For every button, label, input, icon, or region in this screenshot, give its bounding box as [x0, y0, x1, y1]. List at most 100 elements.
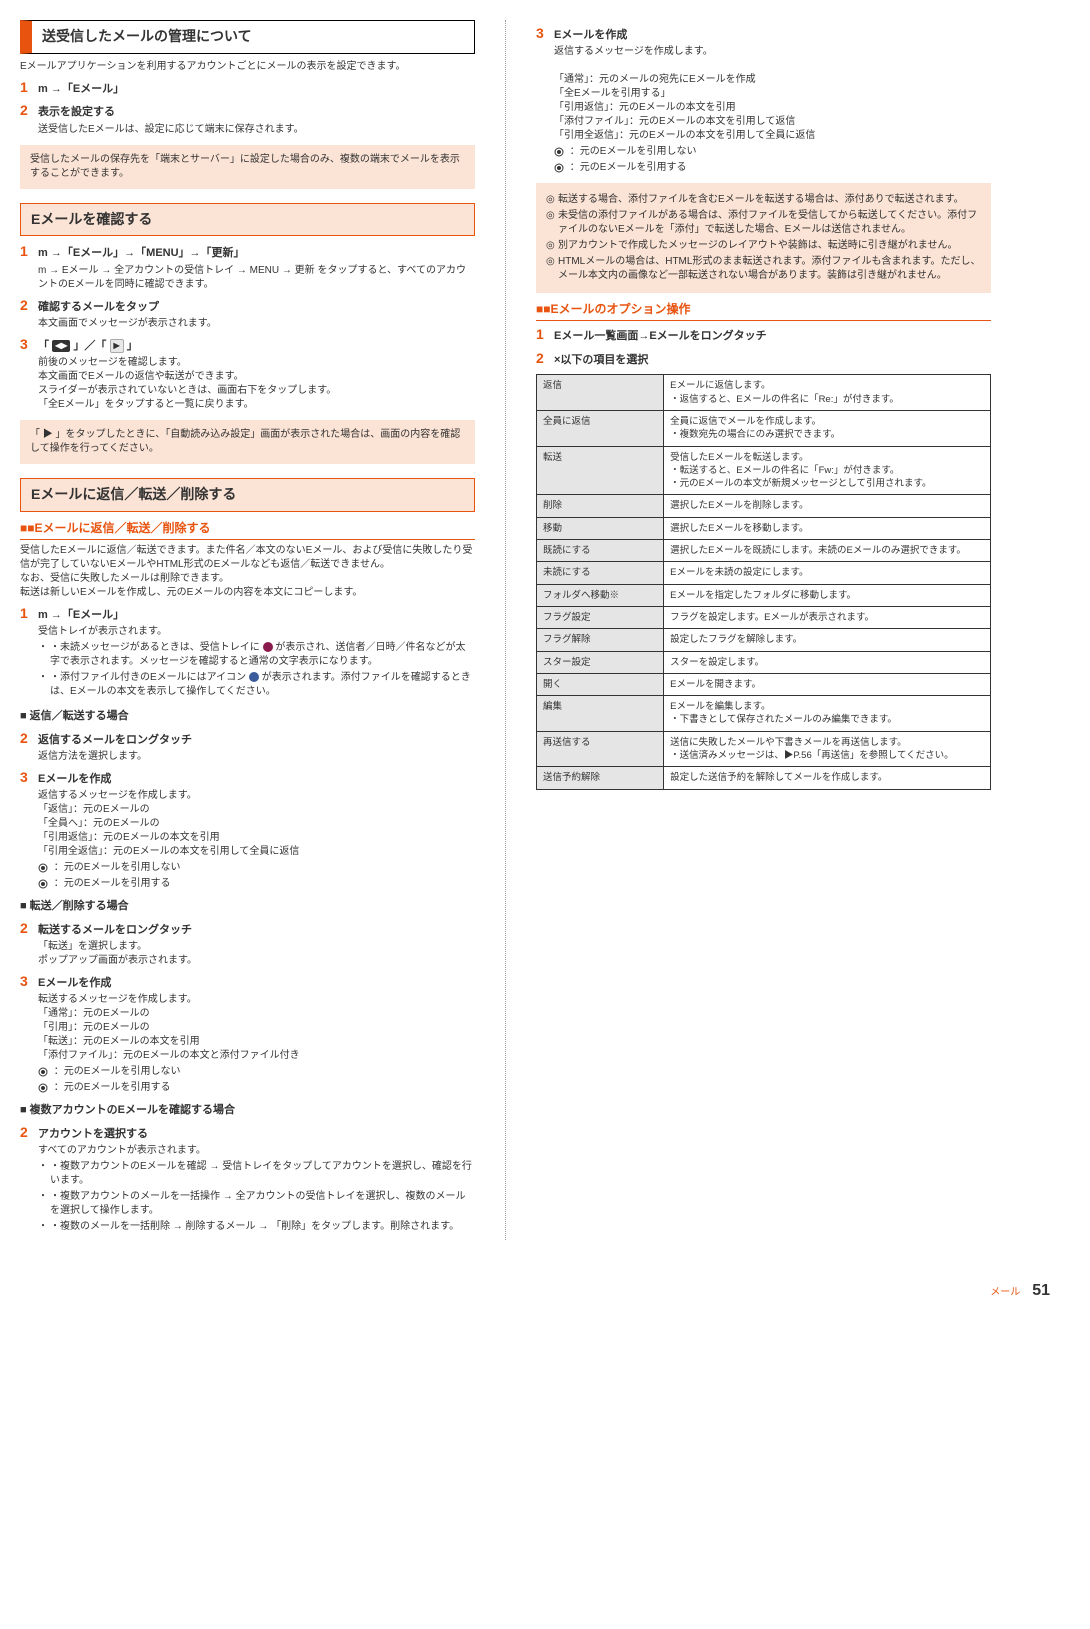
option-label: 削除: [537, 495, 664, 517]
option-label: 全員に返信: [537, 410, 664, 446]
step-fwd-3: 3 Eメールを作成 転送するメッセージを作成します。 「通常」：元のEメールの …: [20, 972, 475, 1095]
bullet: ・ ・未読メッセージがあるときは、受信トレイに が表示され、送信者／日時／件名な…: [38, 641, 475, 669]
radio-label: ：元のEメールを引用する: [54, 878, 171, 889]
step-desc: すべてのアカウントが表示されます。: [38, 1144, 475, 1158]
step-title: 表示を設定する: [38, 105, 475, 120]
section-header-1: 送受信したメールの管理について: [20, 20, 475, 54]
option-label: 返信: [537, 375, 664, 411]
option-desc: 設定したフラグを解除します。: [664, 629, 991, 651]
table-row: 開くEメールを開きます。: [537, 673, 991, 695]
step-desc: 返信するメッセージを作成します。 「通常」：元のメールの宛先にEメールを作成 「…: [554, 45, 991, 143]
table-row: フラグ設定フラグを設定します。Eメールが表示されます。: [537, 606, 991, 628]
step-number: 3: [20, 972, 38, 992]
table-row: 全員に返信全員に返信でメールを作成します。 ・複数宛先の場合にのみ選択できます。: [537, 410, 991, 446]
step-number: 1: [20, 242, 38, 262]
step-title: ×以下の項目を選択: [554, 353, 991, 368]
txt: HTMLメールの場合は、HTML形式のまま転送されます。添付ファイルも含まれます…: [558, 255, 981, 283]
txt: 」／「: [73, 340, 106, 352]
page-number: 51: [1032, 1280, 1050, 1302]
option-desc: 受信したEメールを転送します。 ・転送すると、Eメールの件名に「Fw:」が付きま…: [664, 446, 991, 495]
step-number: 1: [536, 325, 554, 345]
option-label: 開く: [537, 673, 664, 695]
radio-option: ：元のEメールを引用する: [554, 161, 991, 175]
table-row: 未読にするEメールを未読の設定にします。: [537, 562, 991, 584]
option-label: 未読にする: [537, 562, 664, 584]
option-desc: Eメールを編集します。 ・下書きとして保存されたメールのみ編集できます。: [664, 696, 991, 732]
h3-body: 受信したEメールに返信／転送できます。また件名／本文のないEメール、および受信に…: [20, 544, 475, 600]
step-number: 2: [20, 919, 38, 939]
bullet: ・ ・添付ファイル付きのEメールにはアイコン が表示されます。添付ファイルを確認…: [38, 671, 475, 699]
option-desc: 選択したEメールを削除します。: [664, 495, 991, 517]
step-2-3: 3 「 ◀▶ 」／「 ▶ 」 前後のメッセージを確認します。 本文画面でEメール…: [20, 335, 475, 412]
option-label: 編集: [537, 696, 664, 732]
subheader-forward: 転送／削除する場合: [20, 899, 475, 914]
radio-icon: [38, 879, 48, 889]
table-row: 移動選択したEメールを移動します。: [537, 517, 991, 539]
radio-icon: [38, 1083, 48, 1093]
option-desc: 選択したEメールを既読にします。未読のEメールのみ選択できます。: [664, 540, 991, 562]
step-multi-2: 2 アカウントを選択する すべてのアカウントが表示されます。 ・・複数アカウント…: [20, 1123, 475, 1236]
radio-label: ：元のEメールを引用しない: [54, 862, 181, 873]
callout-line: ◎転送する場合、添付ファイルを含むEメールを転送する場合は、添付ありで転送されま…: [546, 193, 981, 207]
step-desc: 前後のメッセージを確認します。 本文画面でEメールの返信や転送ができます。 スラ…: [38, 356, 475, 412]
step-title: 転送するメールをロングタッチ: [38, 923, 475, 938]
step-title: 返信するメールをロングタッチ: [38, 733, 475, 748]
prev-next-icon: ◀▶: [52, 340, 70, 351]
radio-option: ：元のEメールを引用しない: [38, 1065, 475, 1079]
option-desc: Eメールを未読の設定にします。: [664, 562, 991, 584]
options-table: 返信Eメールに返信します。 ・返信すると、Eメールの件名に「Re:」が付きます。…: [536, 374, 991, 789]
radio-icon: [554, 163, 564, 173]
step-title: Eメール一覧画面→Eメールをロングタッチ: [554, 329, 991, 344]
step-title: Eメールを作成: [38, 976, 475, 991]
step-desc: 受信トレイが表示されます。: [38, 625, 475, 639]
table-row: フォルダへ移動※Eメールを指定したフォルダに移動します。: [537, 584, 991, 606]
option-desc: 全員に返信でメールを作成します。 ・複数宛先の場合にのみ選択できます。: [664, 410, 991, 446]
left-column: 送受信したメールの管理について Eメールアプリケーションを利用するアカウントごと…: [20, 20, 495, 1240]
step-opt-2: 2 ×以下の項目を選択: [536, 349, 991, 369]
step-desc: m → Eメール → 全アカウントの受信トレイ → MENU → 更新 をタップ…: [38, 264, 475, 292]
bullet: ・・複数アカウントのEメールを確認 → 受信トレイをタップしてアカウントを選択し…: [38, 1160, 475, 1188]
option-label: フラグ解除: [537, 629, 664, 651]
page-footer: メール 51: [20, 1280, 1070, 1302]
table-row: 再送信する送信に失敗したメールや下書きメールを再送信します。 ・送信済みメッセー…: [537, 731, 991, 767]
subheader-options: ■■Eメールのオプション操作: [536, 301, 991, 321]
option-desc: Eメールに返信します。 ・返信すると、Eメールの件名に「Re:」が付きます。: [664, 375, 991, 411]
right-column: 3 Eメールを作成 返信するメッセージを作成します。 「通常」：元のメールの宛先…: [516, 20, 991, 1240]
radio-icon: [554, 147, 564, 157]
column-divider: [505, 20, 506, 1240]
option-label: 転送: [537, 446, 664, 495]
radio-option: ：元のEメールを引用する: [38, 877, 475, 891]
step-fwd-2: 2 転送するメールをロングタッチ 「転送」を選択します。 ポップアップ画面が表示…: [20, 919, 475, 968]
step-2-1: 1 m →「Eメール」→「MENU」→「更新」 m → Eメール → 全アカウン…: [20, 242, 475, 291]
step-1-1: 1 m →「Eメール」: [20, 78, 475, 98]
option-label: 移動: [537, 517, 664, 539]
option-label: 送信予約解除: [537, 767, 664, 789]
step-desc: 本文画面でメッセージが表示されます。: [38, 317, 475, 331]
step-number: 3: [20, 335, 38, 355]
step-title: m →「Eメール」→「MENU」→「更新」: [38, 246, 475, 261]
table-row: フラグ解除設定したフラグを解除します。: [537, 629, 991, 651]
option-desc: 設定した送信予約を解除してメールを作成します。: [664, 767, 991, 789]
attachment-dot-icon: [249, 672, 259, 682]
step-title: 「 ◀▶ 」／「 ▶ 」: [38, 339, 475, 354]
step-number: 2: [536, 349, 554, 369]
step-title: m →「Eメール」: [38, 82, 475, 97]
subheader-reply: 返信／転送する場合: [20, 709, 475, 724]
radio-icon: [38, 863, 48, 873]
page-layout: 送受信したメールの管理について Eメールアプリケーションを利用するアカウントごと…: [20, 20, 1070, 1240]
next-icon: ▶: [110, 339, 124, 352]
step-title: Eメールを作成: [554, 28, 991, 43]
step-desc: 「転送」を選択します。 ポップアップ画面が表示されます。: [38, 940, 475, 968]
radio-label: ：元のEメールを引用しない: [54, 1066, 181, 1077]
option-label: フォルダへ移動※: [537, 584, 664, 606]
txt: ・複数アカウントのEメールを確認 → 受信トレイをタップしてアカウントを選択し、…: [50, 1160, 475, 1188]
option-desc: 送信に失敗したメールや下書きメールを再送信します。 ・送信済みメッセージは、▶P…: [664, 731, 991, 767]
step-1-2: 2 表示を設定する 送受信したEメールは、設定に応じて端末に保存されます。: [20, 101, 475, 136]
step-right-3: 3 Eメールを作成 返信するメッセージを作成します。 「通常」：元のメールの宛先…: [536, 24, 991, 175]
option-label: スター設定: [537, 651, 664, 673]
step-reply-2: 2 返信するメールをロングタッチ 返信方法を選択します。: [20, 729, 475, 764]
option-label: 再送信する: [537, 731, 664, 767]
unread-dot-icon: [263, 642, 273, 652]
bullet: ・・複数のメールを一括削除 → 削除するメール → 「削除」をタップします。削除…: [38, 1220, 475, 1234]
option-label: 既読にする: [537, 540, 664, 562]
